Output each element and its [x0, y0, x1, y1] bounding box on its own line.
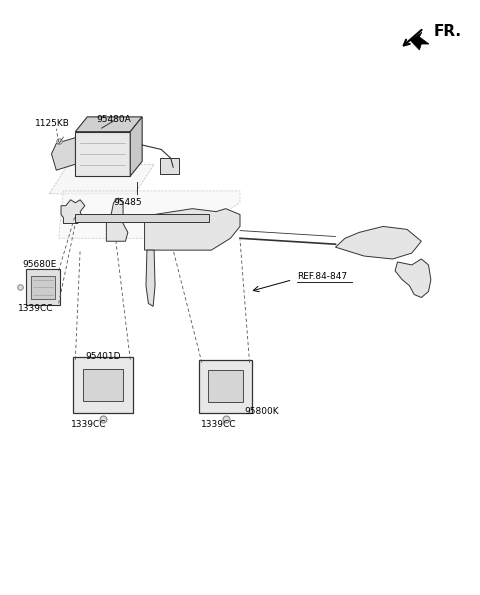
FancyBboxPatch shape	[208, 370, 243, 402]
Text: 95401D: 95401D	[85, 352, 121, 361]
Text: 95800K: 95800K	[245, 408, 279, 416]
FancyBboxPatch shape	[26, 269, 60, 305]
Text: 1339CC: 1339CC	[201, 420, 236, 430]
FancyBboxPatch shape	[75, 214, 209, 223]
Polygon shape	[49, 164, 154, 194]
Polygon shape	[75, 117, 142, 131]
Text: 1339CC: 1339CC	[71, 420, 107, 430]
Text: 1125KB: 1125KB	[35, 120, 70, 129]
FancyBboxPatch shape	[199, 360, 252, 413]
Text: 95480A: 95480A	[96, 115, 131, 124]
Text: 1339CC: 1339CC	[18, 303, 54, 312]
Polygon shape	[107, 198, 128, 241]
Polygon shape	[336, 227, 421, 259]
Polygon shape	[130, 117, 142, 176]
FancyBboxPatch shape	[32, 275, 55, 299]
FancyBboxPatch shape	[73, 357, 132, 413]
Polygon shape	[146, 250, 155, 306]
Polygon shape	[61, 200, 85, 224]
FancyBboxPatch shape	[160, 158, 180, 174]
Text: 95485: 95485	[114, 198, 142, 207]
Text: REF.84-847: REF.84-847	[297, 273, 348, 281]
Polygon shape	[51, 137, 75, 170]
Polygon shape	[410, 32, 429, 50]
FancyBboxPatch shape	[75, 131, 130, 176]
Text: FR.: FR.	[433, 23, 461, 39]
Polygon shape	[144, 209, 240, 250]
FancyBboxPatch shape	[83, 368, 123, 401]
Text: 95680E: 95680E	[23, 261, 57, 270]
Polygon shape	[59, 191, 240, 238]
Polygon shape	[395, 259, 431, 298]
